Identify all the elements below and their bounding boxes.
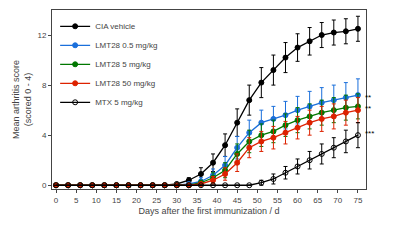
svg-text:25: 25 bbox=[152, 196, 161, 205]
svg-text:LMT28 0.5 mg/kg: LMT28 0.5 mg/kg bbox=[95, 41, 157, 50]
svg-text:5: 5 bbox=[74, 196, 79, 205]
svg-text:***: *** bbox=[365, 129, 374, 138]
svg-text:12: 12 bbox=[37, 31, 46, 40]
svg-text:0: 0 bbox=[42, 181, 47, 190]
svg-text:**: ** bbox=[365, 93, 371, 102]
svg-text:8: 8 bbox=[42, 81, 47, 90]
svg-text:20: 20 bbox=[132, 196, 141, 205]
svg-text:10: 10 bbox=[92, 196, 101, 205]
svg-text:65: 65 bbox=[313, 196, 322, 205]
svg-text:CIA vehicle: CIA vehicle bbox=[95, 22, 136, 31]
svg-text:50: 50 bbox=[253, 196, 262, 205]
svg-text:**: ** bbox=[365, 104, 371, 113]
svg-text:Days after the first immunizat: Days after the first immunization / d bbox=[138, 206, 279, 216]
svg-text:35: 35 bbox=[192, 196, 201, 205]
svg-text:15: 15 bbox=[112, 196, 121, 205]
svg-text:0: 0 bbox=[54, 196, 59, 205]
svg-text:40: 40 bbox=[213, 196, 222, 205]
svg-text:LMT28 50 mg/kg: LMT28 50 mg/kg bbox=[95, 79, 155, 88]
svg-text:55: 55 bbox=[273, 196, 282, 205]
svg-text:MTX 5 mg/kg: MTX 5 mg/kg bbox=[95, 98, 143, 107]
svg-text:70: 70 bbox=[333, 196, 342, 205]
svg-text:60: 60 bbox=[293, 196, 302, 205]
svg-text:75: 75 bbox=[353, 196, 362, 205]
svg-text:30: 30 bbox=[172, 196, 181, 205]
svg-text:Mean arthritis score(scored 0: Mean arthritis score(scored 0 - 4) bbox=[11, 60, 33, 139]
svg-text:4: 4 bbox=[42, 131, 47, 140]
svg-text:LMT28 5 mg/kg: LMT28 5 mg/kg bbox=[95, 60, 151, 69]
svg-text:45: 45 bbox=[233, 196, 242, 205]
